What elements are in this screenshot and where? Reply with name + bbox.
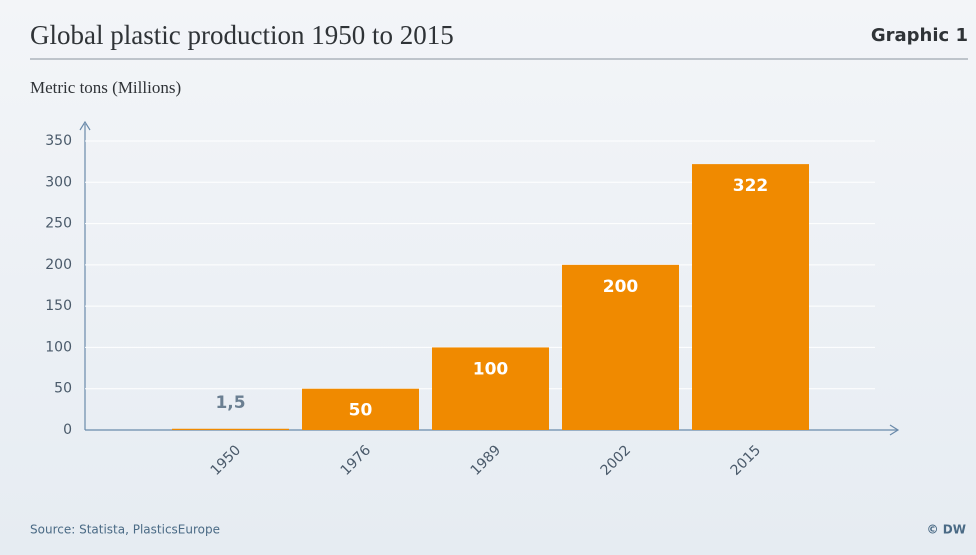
bar — [562, 264, 679, 430]
value-label: 50 — [349, 401, 373, 421]
y-tick-label: 250 — [45, 216, 72, 232]
bar — [302, 388, 419, 430]
bar — [692, 164, 809, 430]
y-tick-label: 200 — [45, 257, 72, 273]
y-tick-label: 0 — [63, 422, 72, 438]
value-label: 322 — [733, 176, 769, 196]
value-label: 200 — [603, 277, 639, 297]
bar — [432, 347, 549, 430]
credit: © DW — [927, 523, 966, 537]
bar — [172, 428, 289, 430]
y-axis-label: Metric tons (Millions) — [30, 78, 181, 97]
value-label: 100 — [473, 359, 509, 379]
source: Source: Statista, PlasticsEurope — [30, 523, 220, 537]
y-axis-arrow — [79, 120, 91, 131]
y-tick-label: 100 — [45, 339, 72, 355]
y-tick-label: 150 — [45, 298, 72, 314]
y-tick-label: 50 — [54, 381, 72, 397]
badge: Graphic 1 — [871, 25, 968, 46]
value-label: 1,5 — [215, 393, 245, 413]
y-tick-label: 350 — [45, 133, 72, 149]
chart-title: Global plastic production 1950 to 2015 — [30, 20, 454, 50]
y-tick-label: 300 — [45, 174, 72, 190]
x-axis-arrow — [889, 424, 900, 436]
